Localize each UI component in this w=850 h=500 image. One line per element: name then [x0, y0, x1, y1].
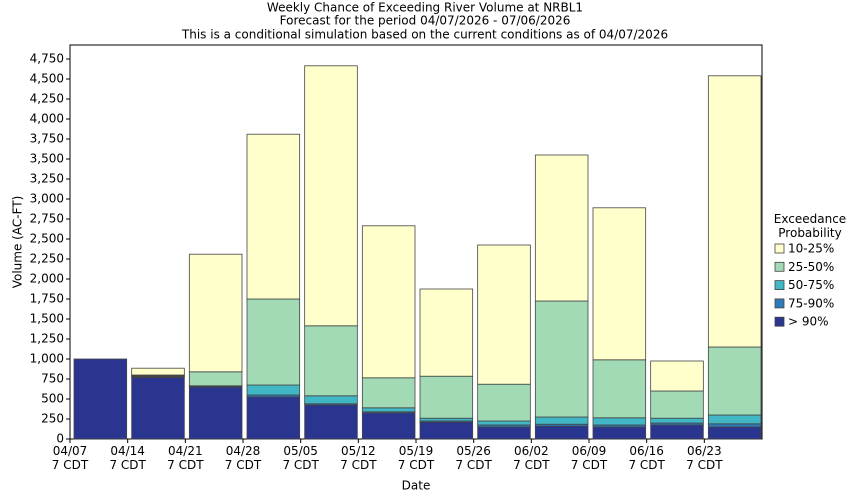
bar-segment: [246, 384, 301, 396]
bar-segment: [304, 65, 358, 327]
bar-segment: [361, 225, 416, 379]
legend-title: Exceedance Probability: [774, 212, 846, 240]
y-tick-label: 250: [41, 412, 64, 426]
x-tick-label: 06/02 7 CDT: [513, 444, 550, 472]
bar-segment: [477, 383, 531, 422]
y-tick-label: 1,750: [30, 292, 64, 306]
x-tick-label: 05/26 7 CDT: [455, 444, 492, 472]
bar-segment: [246, 298, 301, 386]
legend-label: 75-90%: [788, 296, 834, 310]
bar-segment: [707, 75, 762, 348]
bar-segment: [592, 417, 647, 426]
bar-segment: [188, 386, 243, 440]
x-tick-label: 05/12 7 CDT: [340, 444, 377, 472]
bar-segment: [534, 154, 589, 302]
y-tick-label: 1,250: [30, 332, 64, 346]
bar-segment: [650, 417, 704, 424]
y-tick-label: 2,750: [30, 212, 64, 226]
bar-segment: [188, 253, 243, 373]
bar-segment: [650, 390, 704, 419]
bar-segment: [361, 412, 416, 440]
y-tick-label: 1,000: [30, 352, 64, 366]
bar-segment: [419, 417, 474, 422]
bar-segment: [534, 300, 589, 418]
x-tick-label: 04/14 7 CDT: [109, 444, 146, 472]
bar-segment: [304, 325, 358, 397]
bar-segment: [592, 359, 647, 419]
y-axis-label: Volume (AC-FT): [11, 196, 25, 289]
bar-segment: [592, 207, 647, 361]
bar-segment: [246, 133, 301, 300]
bar-segment: [650, 360, 704, 392]
chart-title: Weekly Chance of Exceeding River Volume …: [267, 1, 583, 15]
y-tick-label: 1,500: [30, 312, 64, 326]
bar-segment: [707, 346, 762, 416]
x-tick-label: 04/21 7 CDT: [167, 444, 204, 472]
bar-segment: [131, 367, 185, 376]
y-tick-label: 4,500: [30, 72, 64, 86]
legend-swatch: [774, 316, 785, 327]
bar-segment: [592, 426, 647, 440]
x-tick-label: 06/23 7 CDT: [686, 444, 723, 472]
x-axis-label: Date: [402, 479, 431, 493]
x-tick-label: 06/09 7 CDT: [571, 444, 608, 472]
bar-segment: [534, 425, 589, 440]
legend-swatch: [774, 280, 785, 291]
chart-subtitle: This is a conditional simulation based o…: [181, 28, 668, 42]
x-tick-label: 05/19 7 CDT: [398, 444, 435, 472]
legend-swatch: [774, 298, 785, 309]
bar-segment: [246, 396, 301, 440]
legend-swatch: [774, 243, 785, 254]
bar-segment: [477, 244, 531, 385]
bar-segment: [131, 376, 185, 440]
legend-label: 10-25%: [788, 242, 834, 256]
y-tick-label: 3,250: [30, 172, 64, 186]
legend-label: > 90%: [788, 315, 829, 329]
bar-segment: [534, 416, 589, 425]
plot-area: [69, 44, 763, 440]
x-tick-label: 05/05 7 CDT: [282, 444, 319, 472]
y-tick-label: 2,250: [30, 252, 64, 266]
y-tick-label: 3,750: [30, 132, 64, 146]
bar-segment: [707, 414, 762, 425]
bar-segment: [419, 288, 474, 377]
legend-label: 25-50%: [788, 260, 834, 274]
legend-label: 50-75%: [788, 278, 834, 292]
y-tick-label: 4,750: [30, 52, 64, 66]
bar-segment: [419, 375, 474, 419]
y-tick-label: 3,000: [30, 192, 64, 206]
bar-segment: [304, 404, 358, 440]
y-tick-label: 2,500: [30, 232, 64, 246]
y-tick-label: 500: [41, 392, 64, 406]
bar-segment: [419, 421, 474, 440]
bar-segment: [477, 420, 531, 426]
bar-segment: [188, 371, 243, 387]
x-tick-label: 04/28 7 CDT: [225, 444, 262, 472]
y-tick-label: 4,000: [30, 112, 64, 126]
bar-segment: [304, 395, 358, 405]
y-tick-label: 4,250: [30, 92, 64, 106]
y-tick-label: 3,500: [30, 152, 64, 166]
bar-segment: [73, 358, 128, 440]
y-tick-label: 750: [41, 372, 64, 386]
bar-segment: [707, 423, 762, 428]
chart-subtitle: Forecast for the period 04/07/2026 - 07/…: [280, 14, 571, 28]
y-tick-label: 2,000: [30, 272, 64, 286]
bar-segment: [650, 424, 704, 440]
x-tick-label: 04/07 7 CDT: [52, 444, 89, 472]
bar-segment: [361, 407, 416, 413]
x-tick-label: 06/16 7 CDT: [628, 444, 665, 472]
y-tick-label: 0: [56, 432, 64, 446]
legend-swatch: [774, 261, 785, 272]
bar-segment: [477, 426, 531, 440]
bar-segment: [707, 426, 762, 440]
bar-segment: [361, 377, 416, 409]
